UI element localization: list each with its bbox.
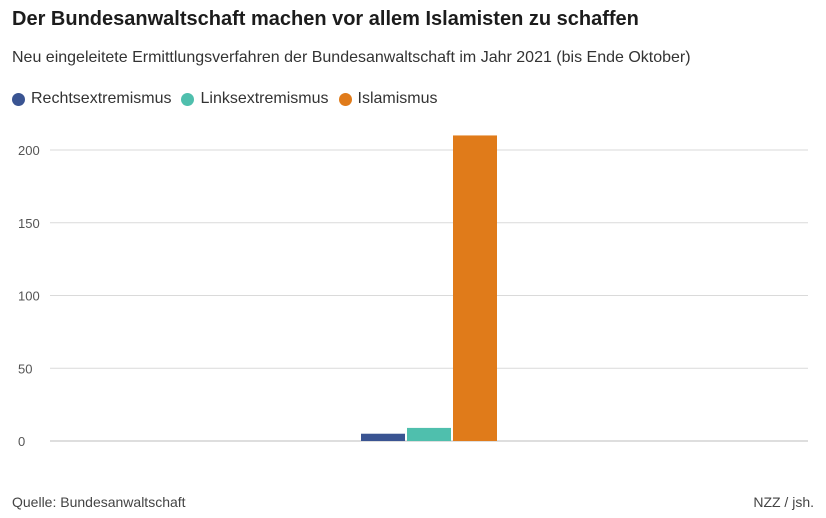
bar-rechtsextremismus [361, 433, 405, 441]
source-note: Quelle: Bundesanwaltschaft [12, 494, 186, 510]
chart-title: Der Bundesanwaltschaft machen vor allem … [12, 8, 639, 30]
legend-dot-icon [12, 92, 25, 106]
credit-note: NZZ / jsh. [753, 494, 814, 510]
legend: Rechtsextremismus Linksextremismus Islam… [12, 90, 448, 108]
y-tick-label: 100 [18, 289, 40, 304]
bar-islamismus [453, 135, 497, 441]
gridlines [50, 149, 808, 442]
y-tick-label: 150 [18, 216, 40, 231]
legend-item-linksextremismus: Linksextremismus [181, 90, 329, 108]
chart-subtitle: Neu eingeleitete Ermittlungsverfahren de… [12, 49, 691, 66]
y-tick-label: 50 [18, 361, 32, 376]
bar-linksextremismus [407, 427, 451, 441]
legend-item-rechtsextremismus: Rechtsextremismus [12, 90, 171, 108]
y-tick-label: 200 [18, 143, 40, 158]
legend-label: Islamismus [357, 90, 438, 107]
legend-label: Rechtsextremismus [31, 90, 172, 107]
legend-dot-icon [181, 92, 195, 106]
legend-item-islamismus: Islamismus [338, 90, 438, 108]
y-tick-label: 0 [18, 434, 25, 449]
legend-dot-icon [338, 92, 352, 106]
legend-label: Linksextremismus [200, 90, 329, 107]
bars [361, 135, 497, 441]
y-axis-ticks: 0 50 100 150 200 [18, 143, 40, 449]
bar-chart: 0 50 100 150 200 [18, 135, 808, 449]
